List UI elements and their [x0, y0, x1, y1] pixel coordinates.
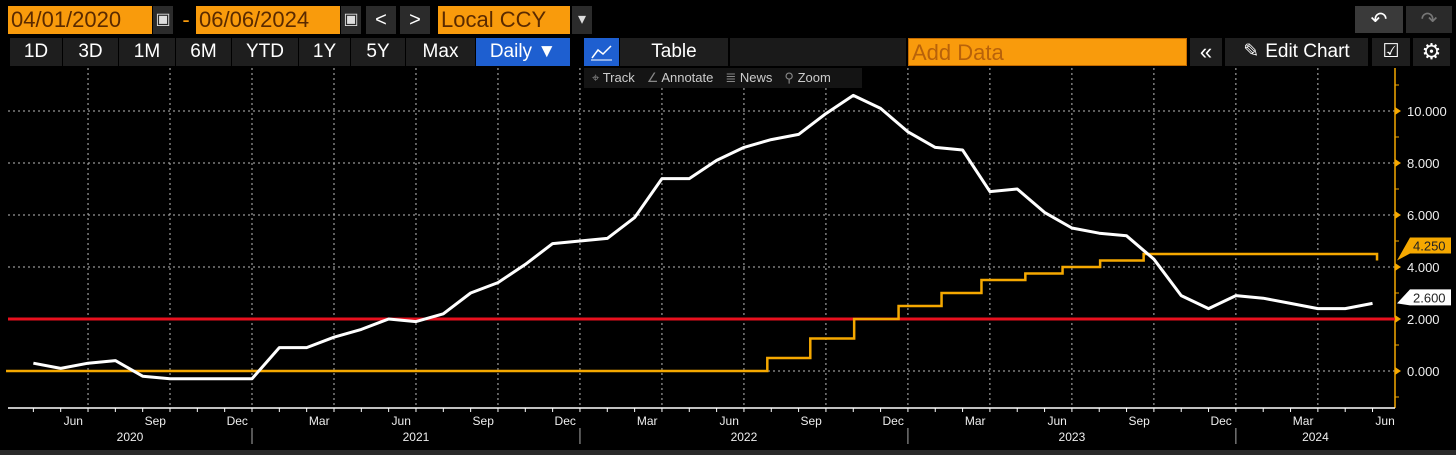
x-year-label: 2023 [1059, 430, 1086, 444]
y-tick-label: 8.000 [1407, 156, 1440, 171]
x-month-label: Dec [555, 414, 576, 428]
line-chart-icon[interactable] [584, 38, 619, 66]
x-month-label: Mar [965, 414, 986, 428]
x-month-label: Sep [473, 414, 495, 428]
x-month-label: Dec [883, 414, 904, 428]
end-calendar-icon[interactable]: ▣ [341, 6, 361, 34]
period-5y-button[interactable]: 5Y [351, 38, 405, 66]
track-label: Track [602, 70, 635, 85]
x-year-label: 2021 [403, 430, 430, 444]
period-1y-button[interactable]: 1Y [299, 38, 350, 66]
x-month-label: Mar [309, 414, 330, 428]
bottom-strip [0, 450, 1456, 455]
undo-icon[interactable]: ↶ [1355, 6, 1403, 33]
y-tick-label: 2.000 [1407, 312, 1440, 327]
inflation-line [33, 93, 1373, 381]
x-month-label: Mar [637, 414, 658, 428]
currency-select[interactable]: Local CCY [438, 6, 570, 34]
x-year-label: 2022 [731, 430, 758, 444]
frequency-dropdown[interactable]: Daily ▼ [476, 38, 570, 66]
track-tool[interactable]: ⌖ Track [592, 68, 635, 88]
prev-period-button[interactable]: < [366, 6, 396, 34]
currency-dropdown-icon[interactable]: ▾ [572, 6, 592, 34]
edit-chart-button[interactable]: ✎ Edit Chart [1225, 38, 1368, 66]
period-max-button[interactable]: Max [406, 38, 475, 66]
start-calendar-icon[interactable]: ▣ [153, 6, 173, 34]
x-month-label: Sep [145, 414, 167, 428]
x-month-label: Sep [1128, 414, 1150, 428]
x-month-label: Jun [720, 414, 739, 428]
period-1d-button[interactable]: 1D [10, 38, 62, 66]
table-button[interactable]: Table [620, 38, 728, 66]
annotate-icon: ∠ [646, 70, 659, 85]
edit-icon[interactable]: ☑ [1372, 38, 1410, 66]
period-ytd-button[interactable]: YTD [232, 38, 298, 66]
zoom-label: Zoom [797, 70, 831, 85]
start-date-input[interactable]: 04/01/2020 [8, 6, 152, 34]
period-1m-button[interactable]: 1M [119, 38, 175, 66]
y-tick-label: 4.000 [1407, 260, 1440, 275]
date-separator: - [182, 7, 190, 32]
news-icon: ≣ [725, 70, 737, 85]
chart-tools-bar: ⌖ Track ∠ Annotate ≣ News ⚲ Zoom [584, 68, 862, 88]
y-tick-label: 6.000 [1407, 208, 1440, 223]
x-month-label: Dec [1210, 414, 1231, 428]
period-3d-button[interactable]: 3D [63, 38, 118, 66]
end-date-input[interactable]: 06/06/2024 [196, 6, 340, 34]
rate-last-value: 4.250 [1413, 239, 1446, 254]
x-month-label: Jun [1375, 414, 1394, 428]
x-year-label: 2024 [1302, 430, 1329, 444]
period-6m-button[interactable]: 6M [176, 38, 231, 66]
zoom-tool[interactable]: ⚲ Zoom [784, 68, 830, 88]
y-tick-label: 0.000 [1407, 364, 1440, 379]
annotate-tool[interactable]: ∠ Annotate [647, 68, 714, 88]
annotate-label: Annotate [661, 70, 714, 85]
x-month-label: Jun [392, 414, 411, 428]
inflation-last-value-box [1397, 289, 1451, 306]
pencil-icon: ✎ [1243, 41, 1260, 62]
news-label: News [739, 70, 773, 85]
y-tick-label: 10.000 [1407, 104, 1447, 119]
x-year-label: 2020 [117, 430, 144, 444]
collapse-button[interactable]: « [1190, 38, 1222, 66]
x-month-label: Jun [64, 414, 83, 428]
toolbar-spacer [730, 38, 906, 66]
edit-chart-label: Edit Chart [1265, 41, 1350, 62]
x-month-label: Sep [801, 414, 823, 428]
x-month-label: Mar [1293, 414, 1314, 428]
rate-last-value-box [1397, 237, 1451, 261]
x-month-label: Dec [227, 414, 248, 428]
inflation-last-value: 2.600 [1413, 290, 1446, 305]
settings-gear-icon[interactable]: ⚙ [1413, 38, 1450, 66]
add-data-input[interactable]: Add Data [908, 38, 1187, 66]
zoom-icon: ⚲ [784, 70, 794, 85]
x-month-label: Jun [1047, 414, 1066, 428]
crosshair-icon: ⌖ [592, 70, 600, 85]
redo-icon[interactable]: ↷ [1406, 6, 1452, 33]
next-period-button[interactable]: > [400, 6, 430, 34]
news-tool[interactable]: ≣ News [725, 68, 772, 88]
rate-step-line [6, 252, 1379, 373]
